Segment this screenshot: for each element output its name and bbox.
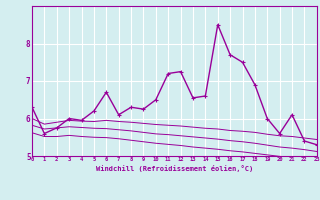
X-axis label: Windchill (Refroidissement éolien,°C): Windchill (Refroidissement éolien,°C) <box>96 165 253 172</box>
